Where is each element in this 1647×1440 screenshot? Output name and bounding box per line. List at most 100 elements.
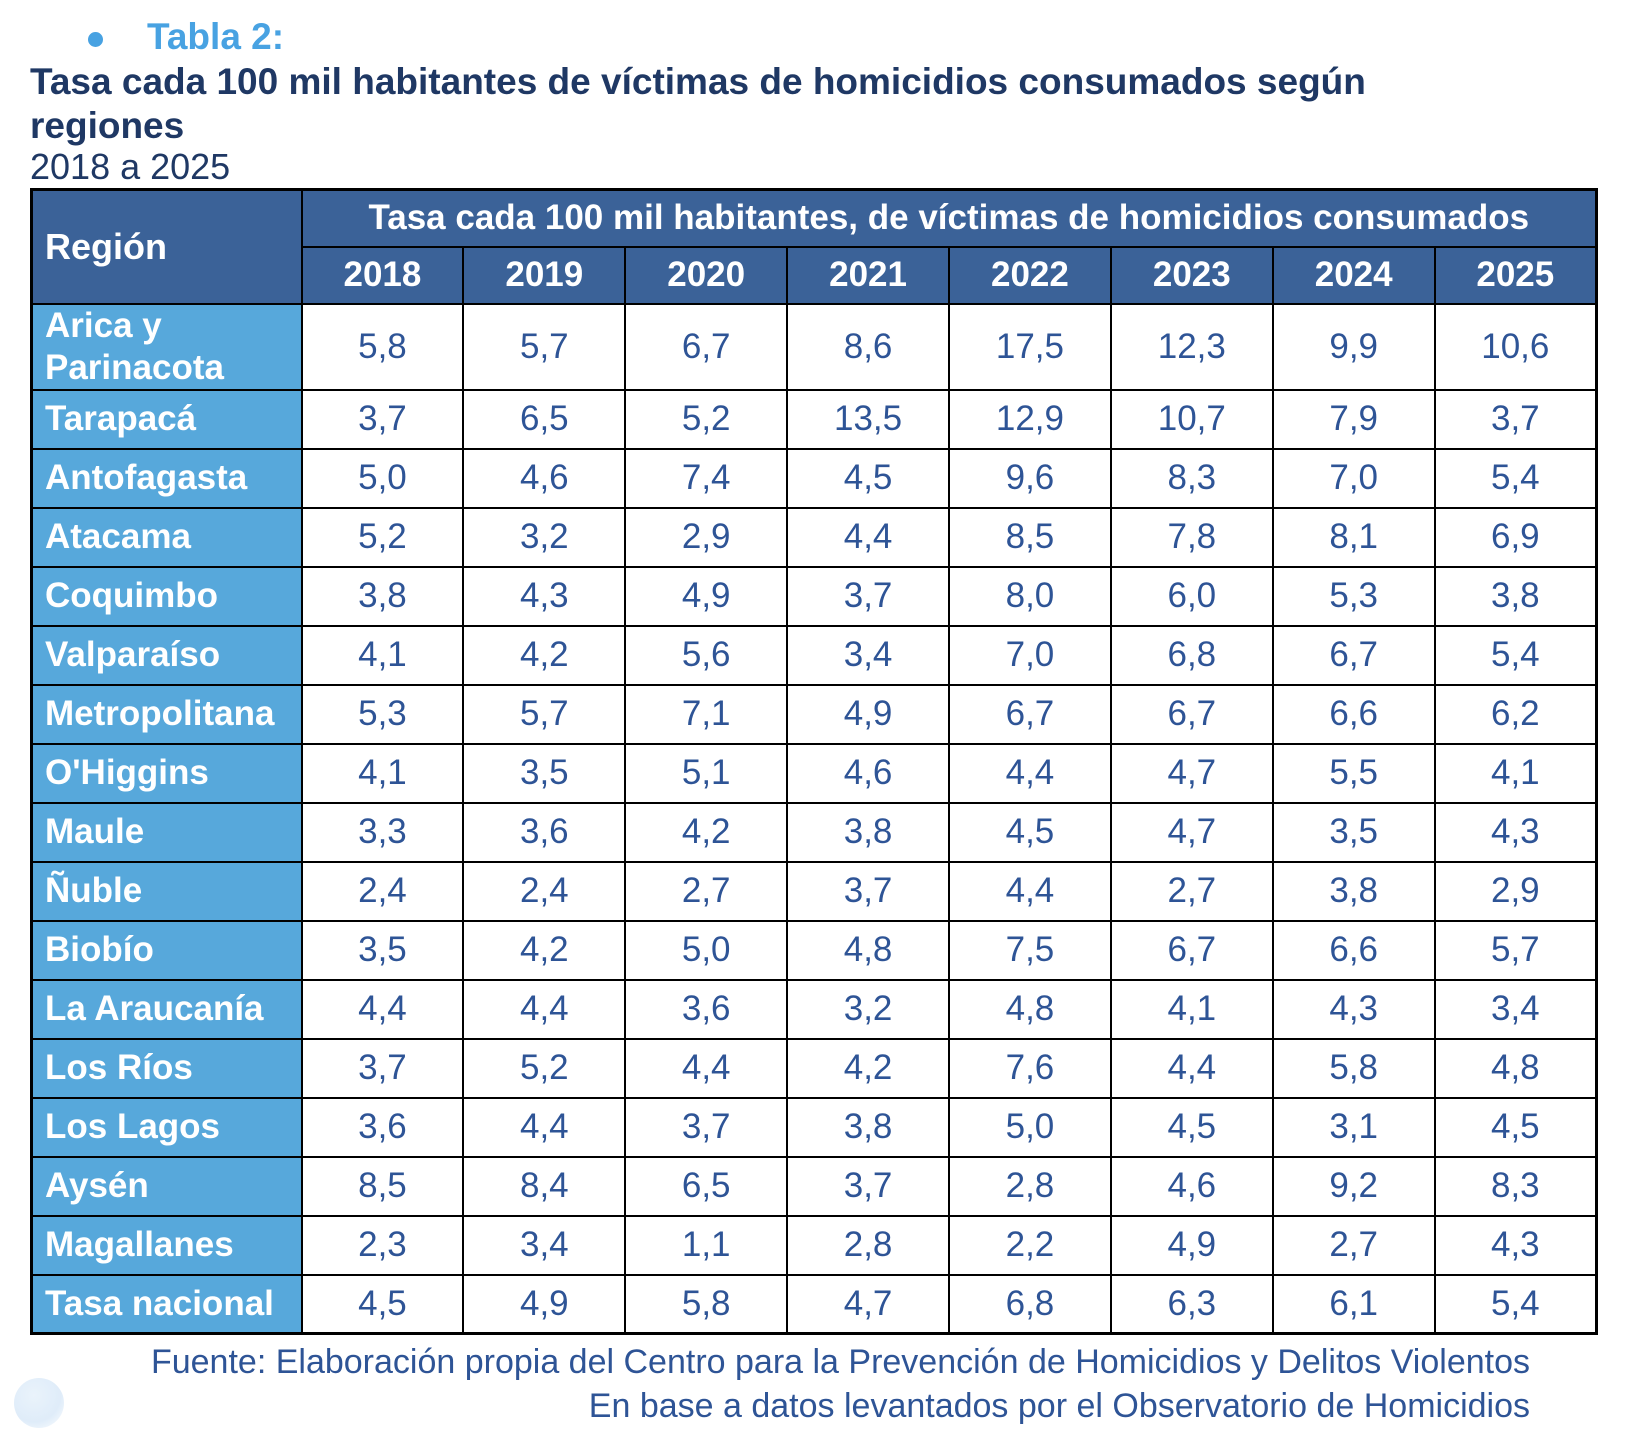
rate-value: 4,4 xyxy=(624,1037,789,1099)
rate-value: 3,8 xyxy=(786,1096,950,1158)
rate-value: 2,8 xyxy=(948,1155,1112,1217)
rate-value: 6,1 xyxy=(1271,1273,1436,1335)
region-label: Arica y Parinacota xyxy=(30,302,303,391)
region-label: Valparaíso xyxy=(30,624,303,686)
rate-value: 3,7 xyxy=(786,565,950,627)
rate-value: 7,8 xyxy=(1109,506,1274,568)
region-label: Tarapacá xyxy=(30,388,303,450)
table-row: O'Higgins 4,1 3,5 5,1 4,6 4,4 4,7 5,5 4,1 xyxy=(30,742,1598,804)
rate-value: 4,3 xyxy=(1271,978,1436,1040)
region-label: O'Higgins xyxy=(30,742,303,804)
rate-value: 4,4 xyxy=(786,506,950,568)
page-subtitle: 2018 a 2025 xyxy=(30,146,231,187)
rate-value: 3,4 xyxy=(1433,978,1598,1040)
year-header: 2018 xyxy=(300,245,465,305)
rate-value: 2,4 xyxy=(462,860,627,922)
rate-value: 5,4 xyxy=(1433,624,1598,686)
rate-value: 6,8 xyxy=(948,1273,1112,1335)
rate-value: 4,5 xyxy=(786,447,950,509)
rate-value: 4,7 xyxy=(786,1273,950,1335)
year-header: 2021 xyxy=(786,245,950,305)
table-row: La Araucanía 4,4 4,4 3,6 3,2 4,8 4,1 4,3 3,4 xyxy=(30,978,1598,1040)
rate-value: 5,7 xyxy=(1433,919,1598,981)
rate-value: 6,5 xyxy=(462,388,627,450)
rate-value: 5,3 xyxy=(1271,565,1436,627)
year-header: 2023 xyxy=(1109,245,1274,305)
rate-value: 3,5 xyxy=(462,742,627,804)
rate-value: 5,0 xyxy=(948,1096,1112,1158)
region-label: Biobío xyxy=(30,919,303,981)
rate-value: 4,8 xyxy=(1433,1037,1598,1099)
table-row: Los Ríos 3,7 5,2 4,4 4,2 7,6 4,4 5,8 4,8 xyxy=(30,1037,1598,1099)
rate-value: 2,8 xyxy=(786,1214,950,1276)
rate-value: 6,7 xyxy=(948,683,1112,745)
table-row: Atacama 5,2 3,2 2,9 4,4 8,5 7,8 8,1 6,9 xyxy=(30,506,1598,568)
rate-value: 2,7 xyxy=(1109,860,1274,922)
rate-value: 9,9 xyxy=(1271,302,1436,391)
rate-value: 3,6 xyxy=(462,801,627,863)
rate-value: 3,8 xyxy=(1433,565,1598,627)
rate-value: 3,2 xyxy=(786,978,950,1040)
rate-value: 3,6 xyxy=(624,978,789,1040)
table-row: Tarapacá 3,7 6,5 5,2 13,5 12,9 10,7 7,9 3,7 xyxy=(30,388,1598,450)
year-header: 2020 xyxy=(624,245,789,305)
rate-value: 2,9 xyxy=(624,506,789,568)
region-label: Maule xyxy=(30,801,303,863)
rate-value: 5,1 xyxy=(624,742,789,804)
group-header-row: Región Tasa cada 100 mil habitantes, de … xyxy=(30,188,1598,305)
rate-value: 4,1 xyxy=(1109,978,1274,1040)
rate-value: 2,3 xyxy=(300,1214,465,1276)
rate-value: 7,0 xyxy=(1271,447,1436,509)
table-row: Metropolitana 5,3 5,7 7,1 4,9 6,7 6,7 6,6 6,2 xyxy=(30,683,1598,745)
rate-value: 7,0 xyxy=(948,624,1112,686)
table-row: Maule 3,3 3,6 4,2 3,8 4,5 4,7 3,5 4,3 xyxy=(30,801,1598,863)
rate-value: 7,5 xyxy=(948,919,1112,981)
rate-value: 5,3 xyxy=(300,683,465,745)
rate-value: 6,7 xyxy=(1271,624,1436,686)
rate-value: 6,5 xyxy=(624,1155,789,1217)
rate-value: 7,1 xyxy=(624,683,789,745)
region-label: Los Ríos xyxy=(30,1037,303,1099)
rate-value: 6,3 xyxy=(1109,1273,1274,1335)
rate-value: 4,6 xyxy=(462,447,627,509)
rate-value: 5,4 xyxy=(1433,447,1598,509)
table-row: Tasa nacional 4,5 4,9 5,8 4,7 6,8 6,3 6,1 5,4 xyxy=(30,1273,1598,1335)
rate-value: 5,0 xyxy=(300,447,465,509)
table-row: Ñuble 2,4 2,4 2,7 3,7 4,4 2,7 3,8 2,9 xyxy=(30,860,1598,922)
table-header: Región Tasa cada 100 mil habitantes, de … xyxy=(30,188,1598,305)
rate-value: 6,2 xyxy=(1433,683,1598,745)
region-label: Atacama xyxy=(30,506,303,568)
rate-value: 8,0 xyxy=(948,565,1112,627)
rate-value: 4,9 xyxy=(1109,1214,1274,1276)
rate-value: 3,8 xyxy=(1271,860,1436,922)
rate-value: 3,8 xyxy=(786,801,950,863)
rates-table: Región Tasa cada 100 mil habitantes, de … xyxy=(30,188,1598,1335)
rate-value: 4,2 xyxy=(786,1037,950,1099)
table-row: Magallanes 2,3 3,4 1,1 2,8 2,2 4,9 2,7 4,3 xyxy=(30,1214,1598,1276)
rate-value: 6,8 xyxy=(1109,624,1274,686)
year-header-row: 2018 2019 2020 2021 2022 2023 2024 2025 xyxy=(32,245,1598,305)
rate-value: 5,8 xyxy=(1271,1037,1436,1099)
rate-value: 6,7 xyxy=(1109,683,1274,745)
rate-value: 4,3 xyxy=(462,565,627,627)
rate-value: 2,7 xyxy=(1271,1214,1436,1276)
rate-value: 4,1 xyxy=(300,624,465,686)
year-header: 2025 xyxy=(1433,245,1598,305)
region-label: Los Lagos xyxy=(30,1096,303,1158)
table-row: Aysén 8,5 8,4 6,5 3,7 2,8 4,6 9,2 8,3 xyxy=(30,1155,1598,1217)
year-header: 2024 xyxy=(1271,245,1436,305)
rate-value: 1,1 xyxy=(624,1214,789,1276)
region-label: La Araucanía xyxy=(30,978,303,1040)
rate-value: 4,6 xyxy=(1109,1155,1274,1217)
rate-value: 5,4 xyxy=(1433,1273,1598,1335)
region-label: Metropolitana xyxy=(30,683,303,745)
rate-value: 3,7 xyxy=(786,860,950,922)
rate-value: 6,7 xyxy=(1109,919,1274,981)
table-row: Coquimbo 3,8 4,3 4,9 3,7 8,0 6,0 5,3 3,8 xyxy=(30,565,1598,627)
rate-value: 2,2 xyxy=(948,1214,1112,1276)
rate-value: 17,5 xyxy=(948,302,1112,391)
rate-value: 3,5 xyxy=(300,919,465,981)
rate-value: 5,5 xyxy=(1271,742,1436,804)
rate-value: 4,2 xyxy=(462,624,627,686)
